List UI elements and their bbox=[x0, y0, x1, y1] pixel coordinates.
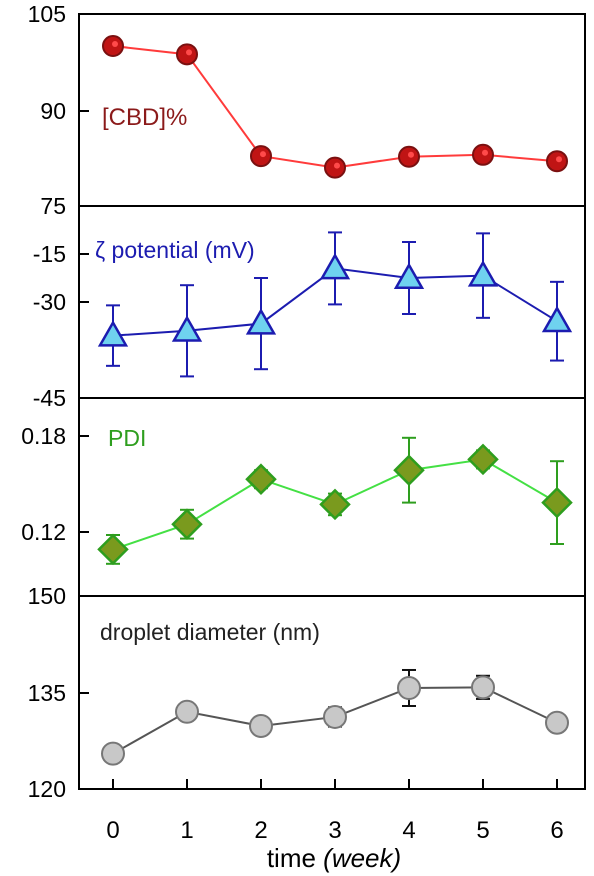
data-point-highlight bbox=[408, 151, 414, 158]
panel-4: 150 135 120 droplet diameter (nm) bbox=[28, 583, 586, 802]
data-point bbox=[467, 443, 499, 476]
y-tick-label: -15 bbox=[33, 241, 66, 267]
data-point bbox=[393, 454, 425, 486]
data-point bbox=[171, 508, 203, 540]
data-point bbox=[171, 315, 203, 342]
data-point bbox=[393, 262, 425, 289]
data-point-highlight bbox=[260, 151, 266, 158]
data-point bbox=[467, 260, 499, 287]
x-tick-label: 5 bbox=[476, 817, 489, 844]
data-point bbox=[245, 463, 277, 495]
y-tick-label: -30 bbox=[33, 289, 66, 315]
data-point bbox=[245, 308, 277, 335]
data-point bbox=[319, 252, 351, 280]
data-point bbox=[397, 675, 421, 700]
data-point-highlight bbox=[186, 49, 192, 56]
data-point-highlight bbox=[482, 149, 488, 156]
y-tick-label: 0.12 bbox=[21, 519, 66, 545]
x-tick-label: 6 bbox=[550, 817, 563, 844]
data-point bbox=[541, 486, 573, 519]
data-point bbox=[471, 675, 495, 700]
panel-2: -15 -30 -45 ζ potential (mV) bbox=[33, 205, 586, 411]
panel-frame bbox=[78, 205, 586, 399]
panel-label: ζ potential (mV) bbox=[95, 237, 255, 263]
data-point bbox=[323, 704, 347, 729]
data-point bbox=[175, 699, 199, 724]
y-tick-label: 75 bbox=[40, 193, 66, 219]
data-point bbox=[541, 305, 573, 333]
y-tick-label: 105 bbox=[28, 1, 66, 27]
x-tick-label: 0 bbox=[106, 817, 119, 844]
panel-1: 105 90 75 [CBD]% bbox=[28, 1, 586, 219]
y-tick-label: 90 bbox=[40, 98, 66, 124]
data-point bbox=[101, 741, 125, 766]
panel-label: droplet diameter (nm) bbox=[100, 619, 320, 645]
panel-label: PDI bbox=[108, 425, 146, 451]
y-tick-label: 120 bbox=[28, 776, 66, 802]
data-point bbox=[97, 320, 129, 347]
y-tick-label: 135 bbox=[28, 680, 66, 706]
data-point-highlight bbox=[556, 156, 562, 163]
x-tick-label: 4 bbox=[402, 817, 415, 844]
data-point-highlight bbox=[334, 162, 340, 169]
x-axis: 0 1 2 3 4 5 6 time (week) bbox=[106, 779, 564, 873]
x-tick-label: 3 bbox=[328, 817, 341, 844]
y-tick-label: 0.18 bbox=[21, 423, 66, 449]
x-axis-label: time (week) bbox=[267, 843, 401, 873]
x-tick-label: 1 bbox=[180, 817, 193, 844]
data-point bbox=[319, 488, 351, 521]
data-point bbox=[97, 533, 129, 566]
data-point bbox=[545, 710, 569, 735]
x-tick-label: 2 bbox=[254, 817, 267, 844]
y-tick-label: 150 bbox=[28, 583, 66, 609]
data-point bbox=[249, 713, 273, 738]
panel-3: 0.18 0.12 PDI bbox=[21, 397, 586, 597]
y-tick-label: -45 bbox=[33, 385, 66, 411]
panel-label: [CBD]% bbox=[102, 104, 187, 131]
data-point-highlight bbox=[112, 41, 118, 47]
